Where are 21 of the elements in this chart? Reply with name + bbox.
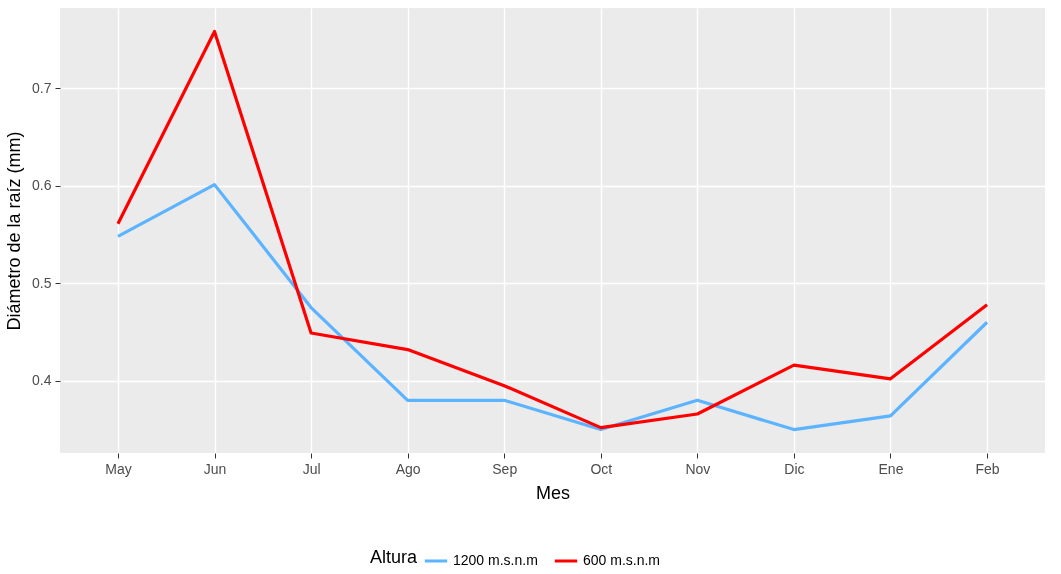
line-series bbox=[116, 29, 989, 430]
line-series bbox=[116, 183, 989, 432]
legend-label: 1200 m.s.n.m bbox=[453, 552, 538, 568]
y-tick-label: 0.5 bbox=[32, 274, 52, 291]
x-axis-title: Mes bbox=[535, 482, 571, 503]
x-tick-label: Dic bbox=[784, 460, 805, 477]
x-tick-label: Ene bbox=[878, 460, 904, 477]
x-tick-label: Ago bbox=[395, 460, 421, 477]
x-tick-label: Jul bbox=[302, 460, 321, 477]
x-tick-label: Sep bbox=[492, 460, 518, 477]
y-tick-label: 0.6 bbox=[32, 177, 52, 194]
y-tick-label: 0.4 bbox=[32, 372, 52, 389]
x-tick-label: Jun bbox=[203, 460, 227, 477]
legend-label: 600 m.s.n.m bbox=[583, 552, 661, 568]
y-axis-title: Diámetro de la raíz (mm) bbox=[4, 131, 25, 331]
x-tick-label: Oct bbox=[590, 460, 613, 477]
y-tick-label: 0.7 bbox=[32, 79, 52, 96]
x-tick-label: Feb bbox=[975, 460, 1000, 477]
legend-title: Altura bbox=[370, 547, 419, 567]
x-tick-label: May bbox=[105, 460, 132, 477]
x-tick-label: Nov bbox=[685, 460, 711, 477]
